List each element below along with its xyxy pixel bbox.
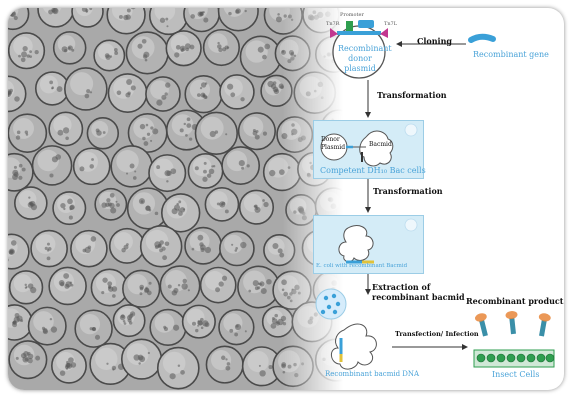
competent-cells-label: Competent DH₁₀ Bac cells	[320, 166, 426, 175]
insect-cells-label: Insect Cells	[492, 370, 540, 379]
tn7l-label: Tn7L	[384, 21, 398, 27]
promoter-label: Promoter	[340, 12, 364, 18]
ecoli-label: E. coli with recombinant Bacmid	[316, 263, 408, 269]
figure-card	[8, 8, 564, 390]
plasmid-label: Plasmid	[321, 144, 346, 151]
transformation-label-2: Transformation	[373, 186, 443, 196]
recombinant-product-label: Recombinant product	[466, 296, 564, 306]
tn7r-label: Tn7R	[326, 21, 340, 27]
cloning-label: Cloning	[417, 36, 453, 46]
bacmid-dna-label: Recombinant bacmid DNA	[325, 370, 420, 378]
donor-plasmid-label: Recombinant donor plasmid	[338, 44, 392, 73]
recombinant-gene-label: Recombinant gene	[473, 50, 549, 59]
transformation-label-1: Transformation	[377, 90, 447, 100]
transfection-label: Transfection/ Infection	[395, 330, 479, 338]
donor-label: Donor	[321, 136, 340, 143]
cell-micrograph	[8, 8, 343, 390]
bacmid-label: Bacmid	[369, 141, 392, 148]
micrograph-drawing	[8, 8, 343, 390]
extraction-label: Extraction of recombinant bacmid	[372, 282, 465, 302]
